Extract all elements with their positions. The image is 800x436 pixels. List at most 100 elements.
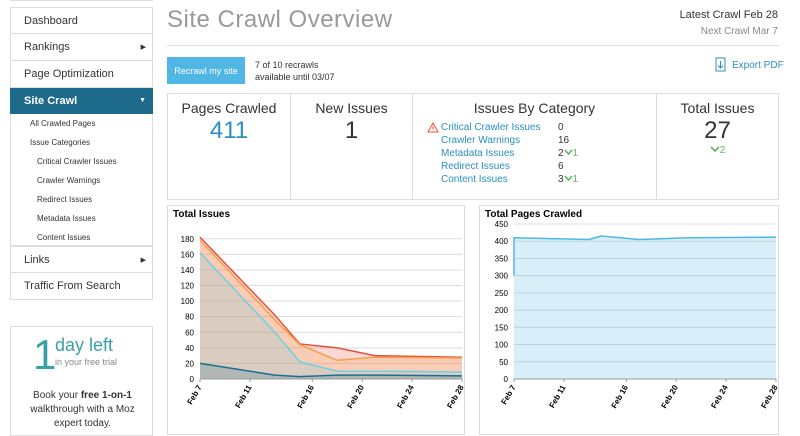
chart-title: Total Pages Crawled bbox=[485, 209, 582, 220]
warning-icon bbox=[427, 122, 439, 133]
menu-item[interactable]: Dashboard bbox=[10, 7, 153, 34]
export-icon bbox=[715, 57, 726, 72]
y-tick-label: 250 bbox=[495, 289, 509, 298]
submenu-item[interactable]: Redirect Issues bbox=[37, 195, 93, 204]
y-tick-label: 100 bbox=[181, 297, 195, 306]
x-tick-label: Feb 11 bbox=[233, 383, 254, 410]
x-tick-label: Feb 24 bbox=[395, 383, 416, 410]
category-count: 16 bbox=[558, 135, 569, 146]
menu-item[interactable]: Page Optimization bbox=[10, 61, 153, 88]
x-tick-label: Feb 28 bbox=[445, 383, 466, 410]
series-line bbox=[199, 252, 463, 373]
change-value: 1 bbox=[572, 174, 579, 185]
y-tick-label: 0 bbox=[504, 375, 509, 384]
stat-box: New Issues 1 bbox=[290, 93, 413, 200]
submenu-item[interactable]: Metadata Issues bbox=[37, 214, 96, 223]
y-tick-label: 50 bbox=[499, 358, 508, 367]
export-link[interactable]: Export PDF bbox=[714, 57, 784, 73]
text: available until 03/07 bbox=[255, 72, 335, 82]
y-tick-label: 100 bbox=[495, 341, 509, 350]
area-fill bbox=[200, 252, 462, 379]
arrow-icon: ▼ bbox=[139, 97, 146, 104]
stat-value: 27 bbox=[704, 117, 731, 144]
category-name[interactable]: Metadata Issues bbox=[441, 148, 515, 159]
count-value: 0 bbox=[558, 122, 564, 133]
category-name[interactable]: Critical Crawler Issues bbox=[441, 122, 541, 133]
stat-value: 1 bbox=[344, 117, 359, 144]
x-tick-label: Feb 16 bbox=[296, 383, 317, 410]
change-value: 2 bbox=[719, 145, 726, 156]
area-fill bbox=[200, 237, 462, 379]
arrow-icon: ▶ bbox=[140, 44, 146, 51]
count-value: 16 bbox=[558, 135, 570, 146]
count-value: 3 bbox=[558, 174, 564, 185]
y-tick-label: 160 bbox=[181, 250, 195, 259]
x-tick-label: Feb 20 bbox=[659, 383, 680, 410]
submenu-item[interactable]: Critical Crawler Issues bbox=[37, 157, 117, 166]
trial-note: in your free trial bbox=[55, 357, 118, 367]
area-fill bbox=[200, 240, 462, 379]
stat-box: Pages Crawled 411 bbox=[167, 93, 291, 200]
chevron bbox=[563, 175, 573, 182]
y-tick-label: 300 bbox=[495, 272, 509, 281]
stat-label: Pages Crawled bbox=[181, 100, 277, 116]
area-fill bbox=[200, 363, 462, 379]
stat-label: Issues By Category bbox=[473, 100, 596, 116]
menu-label: Site Crawl bbox=[24, 94, 78, 107]
submenu-item[interactable]: All Crawled Pages bbox=[30, 119, 96, 128]
text: Book your bbox=[33, 390, 79, 401]
submenu-item[interactable]: Crawler Warnings bbox=[37, 176, 101, 185]
down-chevron bbox=[563, 175, 573, 182]
menu-label: Rankings bbox=[24, 41, 70, 53]
y-tick-label: 450 bbox=[495, 220, 509, 229]
series-line bbox=[199, 236, 463, 358]
menu-item[interactable]: Traffic From Search bbox=[10, 273, 153, 300]
sidebar bbox=[10, 0, 153, 300]
x-tick-label: Feb 20 bbox=[345, 383, 366, 410]
y-tick-label: 400 bbox=[495, 237, 509, 246]
separator bbox=[167, 45, 779, 46]
y-tick-label: 200 bbox=[495, 306, 509, 315]
arrow-icon: ▶ bbox=[140, 256, 146, 264]
menu-item[interactable]: Links ▶ bbox=[10, 246, 153, 273]
trial-number: 1 bbox=[33, 331, 57, 378]
series-line bbox=[513, 235, 777, 276]
series-line bbox=[199, 239, 463, 362]
y-tick-label: 140 bbox=[181, 266, 195, 275]
y-tick-label: 120 bbox=[181, 282, 195, 291]
next-crawl: Next Crawl Mar 7 bbox=[700, 26, 778, 37]
y-tick-label: 350 bbox=[495, 254, 509, 263]
y-tick-label: 0 bbox=[190, 375, 195, 384]
menu-label: Links bbox=[24, 253, 50, 266]
category-count: 6 bbox=[558, 161, 564, 172]
x-tick-label: Feb 7 bbox=[185, 383, 204, 406]
category-count: 0 bbox=[558, 122, 564, 133]
export-label: Export PDF bbox=[732, 59, 784, 71]
menu-item[interactable]: Rankings ▶ bbox=[10, 34, 153, 61]
down-chevron bbox=[563, 149, 573, 156]
change-value: 1 bbox=[572, 148, 579, 159]
count-value: 2 bbox=[558, 148, 564, 159]
series-line bbox=[199, 362, 463, 378]
recrawl-button[interactable]: Recrawl my site bbox=[167, 57, 245, 84]
x-tick-label: Feb 28 bbox=[759, 383, 780, 410]
menu-item[interactable]: Site Crawl ▼ bbox=[10, 88, 153, 114]
category-name[interactable]: Redirect Issues bbox=[441, 161, 510, 172]
y-tick-label: 40 bbox=[185, 344, 194, 353]
category-name[interactable]: Crawler Warnings bbox=[441, 135, 521, 146]
x-tick-label: Feb 24 bbox=[709, 383, 730, 410]
text-bold: free 1-on-1 bbox=[80, 390, 132, 401]
latest-crawl: Latest Crawl Feb 28 bbox=[679, 9, 778, 21]
y-tick-label: 150 bbox=[495, 323, 509, 332]
recrawl-info: 7 of 10 recrawls available until 03/07 bbox=[255, 59, 335, 83]
page: Dashboard Rankings ▶ Page Optimization Si… bbox=[10, 0, 784, 436]
submenu-item[interactable]: Content Issues bbox=[37, 233, 91, 242]
x-tick-label: Feb 11 bbox=[547, 383, 568, 410]
count-value: 6 bbox=[558, 161, 564, 172]
category-name[interactable]: Content Issues bbox=[441, 174, 508, 185]
y-tick-label: 180 bbox=[181, 235, 195, 244]
submenu bbox=[10, 114, 153, 246]
submenu-item[interactable]: Issue Categories bbox=[30, 138, 91, 147]
area-fill bbox=[514, 236, 776, 379]
stat-label: Total Issues bbox=[680, 100, 755, 116]
